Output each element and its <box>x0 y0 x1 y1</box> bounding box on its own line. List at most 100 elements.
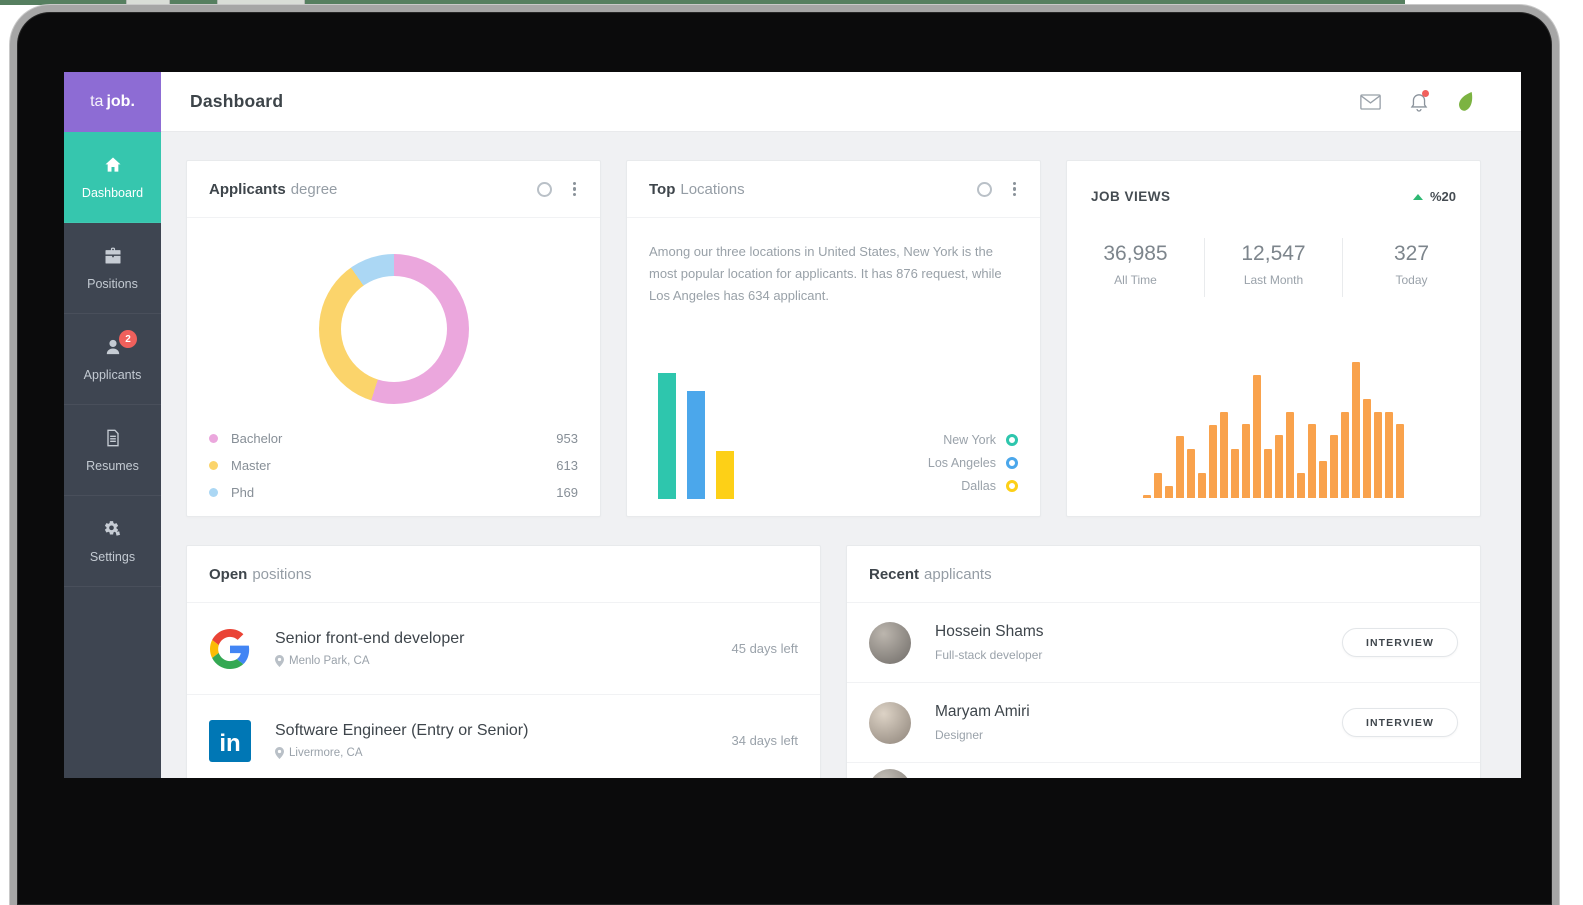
position-row[interactable]: in Software Engineer (Entry or Senior) L… <box>187 694 820 778</box>
position-title: Senior front-end developer <box>275 630 465 647</box>
sidebar: ta job. Dashboard Positions 2 Applicants <box>64 72 161 778</box>
legend-value: 169 <box>556 485 578 500</box>
legend-item: New York <box>928 428 1018 451</box>
sidebar-item-settings[interactable]: Settings <box>64 496 161 587</box>
bell-icon[interactable] <box>1410 89 1429 112</box>
google-logo <box>209 628 251 670</box>
mail-icon[interactable] <box>1360 93 1381 110</box>
notification-dot <box>1422 89 1429 97</box>
refresh-circle-icon[interactable] <box>976 181 992 197</box>
stat-label: Last Month <box>1243 273 1304 287</box>
degree-donut <box>318 254 469 404</box>
stat-today: 327 Today <box>1342 238 1480 297</box>
interview-button[interactable]: INTERVIEW <box>1341 628 1458 657</box>
card-top-locations: Top Locations Among our three locations … <box>626 160 1041 517</box>
legend-label: Dallas <box>961 478 996 493</box>
job-views-stats: 36,985 All Time 12,547 Last Month 327 To… <box>1067 238 1480 297</box>
legend-dot-master <box>209 461 218 470</box>
legend-label: Phd <box>231 485 255 500</box>
stat-value: 36,985 <box>1103 242 1168 265</box>
legend-item: Los Angeles <box>928 451 1018 474</box>
card-applicants-degree: Applicants degree Bachelor 953 <box>186 160 601 517</box>
user-icon <box>106 339 119 354</box>
card-title-bold: Recent <box>869 565 920 583</box>
spark-bar <box>1220 412 1228 498</box>
legend-dot-phd <box>209 488 218 497</box>
spark-bar <box>1330 435 1338 498</box>
sidebar-item-label: Positions <box>87 276 138 291</box>
legend-item: Dallas <box>928 474 1018 497</box>
locations-bar-chart <box>658 373 734 499</box>
avatar <box>869 769 911 778</box>
interview-button[interactable]: INTERVIEW <box>1341 708 1458 737</box>
kebab-menu-icon[interactable] <box>571 177 579 200</box>
spark-bar <box>1275 435 1283 498</box>
top-bar: Dashboard <box>161 72 1521 132</box>
spark-bar <box>1319 461 1327 498</box>
bar-los-angeles <box>687 391 705 499</box>
briefcase-icon <box>105 247 120 263</box>
applicant-row[interactable]: Maryam Amiri Designer INTERVIEW <box>847 682 1480 762</box>
spark-bar <box>1363 399 1371 498</box>
applicant-row-partial[interactable] <box>847 762 1480 778</box>
job-views-title: JOB VIEWS <box>1091 189 1171 204</box>
spark-bar <box>1396 424 1404 498</box>
legend-ring-dallas <box>1006 479 1018 492</box>
legend-label: Los Angeles <box>927 455 996 470</box>
kebab-menu-icon[interactable] <box>1011 177 1019 200</box>
linkedin-logo: in <box>209 719 251 762</box>
home-icon <box>105 157 120 172</box>
location-pin-icon <box>275 747 284 759</box>
avatar <box>869 621 911 664</box>
backdrop-strip <box>0 0 1405 5</box>
locations-description: Among our three locations in United Stat… <box>649 244 1002 303</box>
trend-indicator: %20 <box>1412 189 1456 204</box>
sidebar-item-label: Settings <box>89 549 136 564</box>
position-title: Software Engineer (Entry or Senior) <box>275 722 529 739</box>
legend-value: 613 <box>556 458 578 473</box>
card-job-views: JOB VIEWS %20 36,985 All Time 12,547 Las… <box>1066 160 1481 517</box>
days-left: 45 days left <box>731 641 799 656</box>
card-title-bold: Open <box>209 565 248 583</box>
applicant-name: Maryam Amiri <box>935 703 1030 720</box>
sidebar-item-resumes[interactable]: Resumes <box>64 405 161 496</box>
legend-item: Master 613 <box>209 452 578 479</box>
sidebar-item-label: Dashboard <box>81 185 144 200</box>
position-row[interactable]: Senior front-end developer Menlo Park, C… <box>187 603 820 694</box>
spark-bar <box>1165 486 1173 498</box>
spark-bar <box>1374 412 1382 498</box>
stat-all-time: 36,985 All Time <box>1067 238 1204 297</box>
spark-bar <box>1198 473 1206 498</box>
app-logo[interactable]: ta job. <box>64 72 161 132</box>
logo-text-light: ta <box>90 93 104 110</box>
avatar <box>869 701 911 744</box>
applicants-badge: 2 <box>119 330 137 348</box>
locations-legend: New York Los Angeles Dallas <box>928 428 1018 497</box>
spark-bar <box>1143 495 1151 498</box>
trend-up-icon <box>1412 193 1423 200</box>
stat-last-month: 12,547 Last Month <box>1204 238 1342 297</box>
sidebar-item-applicants[interactable]: 2 Applicants <box>64 314 161 405</box>
spark-bar <box>1242 424 1250 498</box>
legend-label: New York <box>943 432 996 447</box>
spark-bar <box>1209 425 1217 498</box>
legend-item: Bachelor 953 <box>209 425 578 452</box>
page-title: Dashboard <box>190 91 284 111</box>
legend-label: Master <box>231 458 271 473</box>
sidebar-item-label: Resumes <box>86 458 139 473</box>
leaf-avatar-icon[interactable] <box>1457 91 1475 112</box>
stat-value: 12,547 <box>1241 242 1306 265</box>
applicant-row[interactable]: Hossein Shams Full-stack developer INTER… <box>847 603 1480 682</box>
spark-bar <box>1253 375 1261 498</box>
sidebar-item-positions[interactable]: Positions <box>64 223 161 314</box>
spark-bar <box>1264 449 1272 498</box>
refresh-circle-icon[interactable] <box>536 181 552 197</box>
dashboard-content: Applicants degree Bachelor 953 <box>161 132 1521 778</box>
bar-dallas <box>716 451 734 499</box>
spark-bar <box>1187 449 1195 498</box>
applicant-role: Full-stack developer <box>935 648 1043 662</box>
sidebar-item-dashboard[interactable]: Dashboard <box>64 132 161 223</box>
gears-icon <box>104 520 120 536</box>
job-views-chart <box>1067 358 1480 498</box>
card-title-bold: Top <box>649 180 676 198</box>
